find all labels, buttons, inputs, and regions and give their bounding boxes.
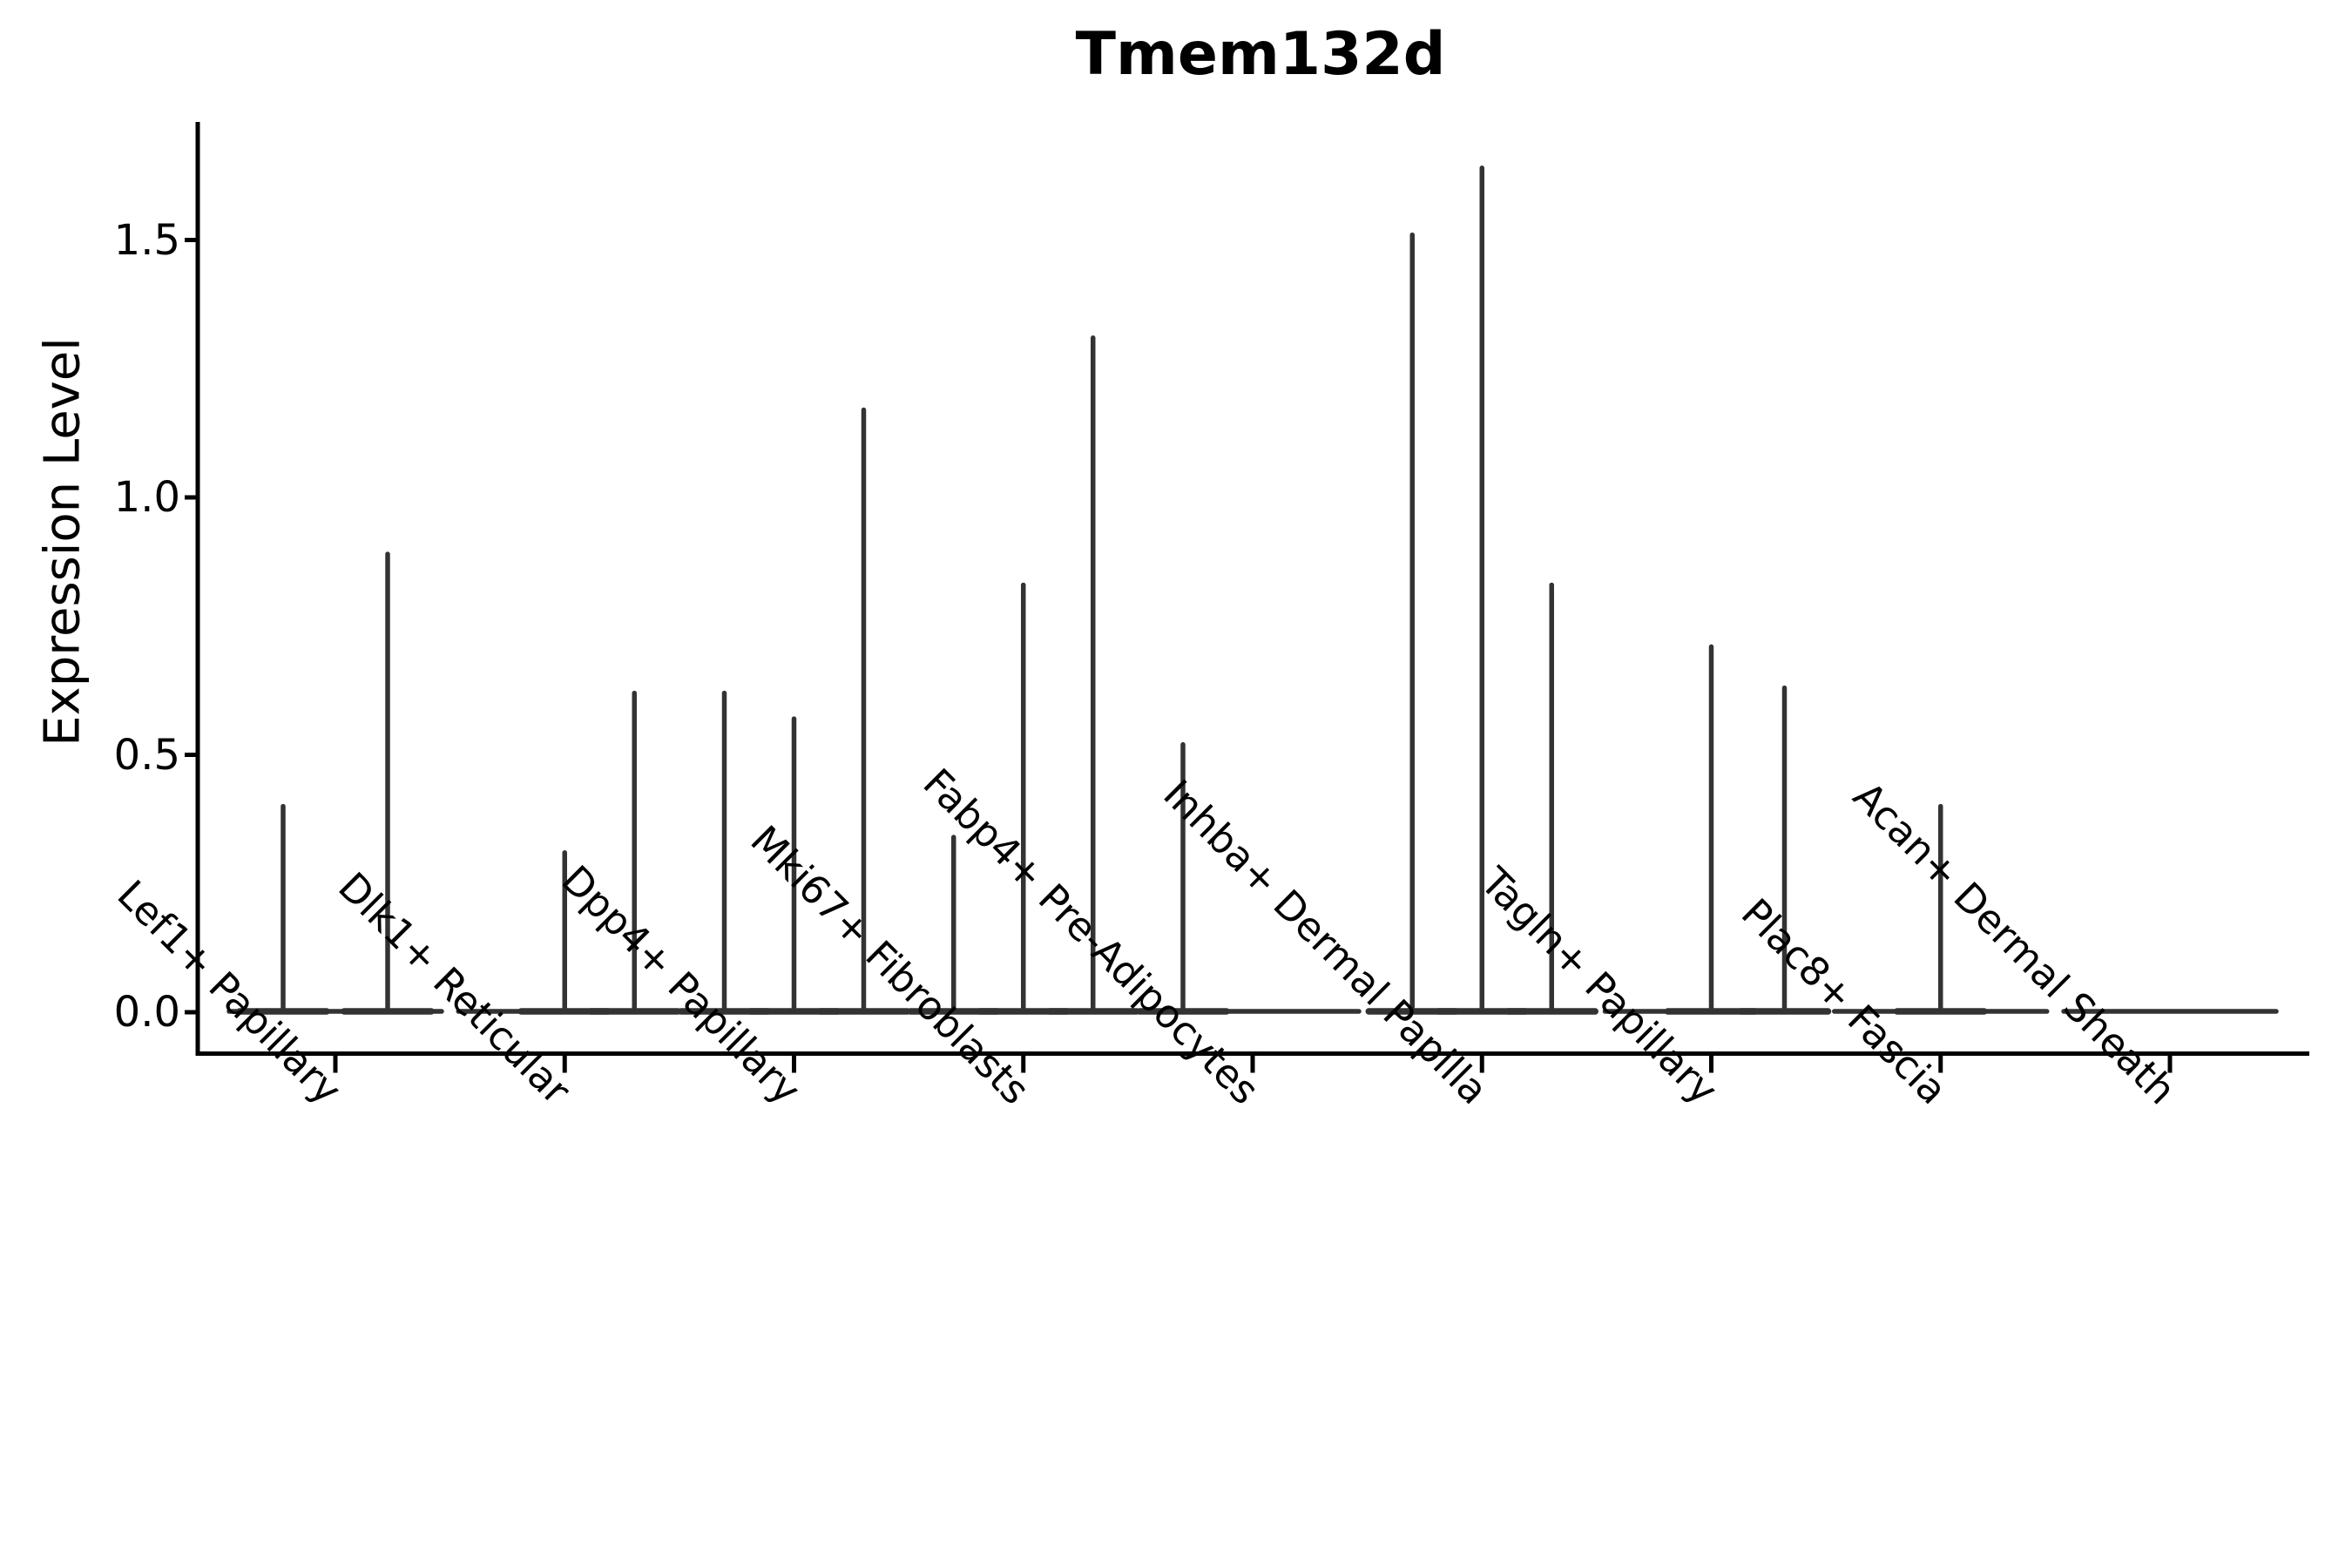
y-tick-label: 1.5 — [113, 215, 180, 265]
y-tick-label: 1.0 — [113, 473, 180, 522]
y-tick-label: 0.0 — [113, 988, 180, 1037]
y-tick-label: 0.5 — [113, 730, 180, 780]
y-axis-label: Expression Level — [34, 337, 91, 747]
chart-title: Tmem132d — [1075, 20, 1446, 89]
